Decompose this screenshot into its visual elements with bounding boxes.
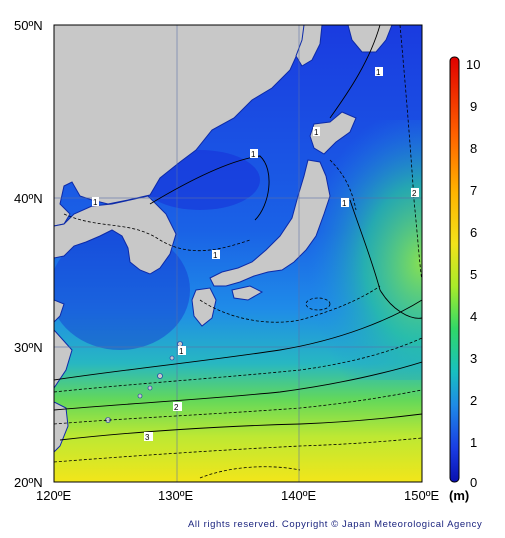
colorbar-scale bbox=[449, 56, 460, 483]
colorbar-tick-label: 2 bbox=[470, 393, 477, 408]
land-korea-china bbox=[54, 195, 177, 275]
contour-label: 1 bbox=[179, 347, 184, 356]
land-taiwan bbox=[54, 401, 69, 453]
colorbar-ticks: 10 9 8 7 6 5 4 3 2 1 0 bbox=[466, 57, 480, 490]
land-sakhalin bbox=[295, 25, 323, 67]
contour-label-group: 1 1 1 1 1 1 1 2 2 3 bbox=[92, 67, 419, 442]
contour-label: 1 bbox=[213, 251, 218, 260]
colorbar-tick-label: 9 bbox=[470, 99, 477, 114]
lon-label: 120ºE bbox=[36, 488, 71, 503]
map-area: 1 1 1 1 1 1 1 2 2 3 bbox=[54, 25, 422, 482]
colorbar-tick-label: 3 bbox=[470, 351, 477, 366]
land-asia bbox=[54, 25, 309, 227]
longitude-labels: 120ºE 130ºE 140ºE 150ºE bbox=[36, 488, 439, 503]
land-kyushu bbox=[191, 287, 217, 327]
lat-label: 30ºN bbox=[14, 340, 43, 355]
lat-label: 20ºN bbox=[14, 475, 43, 490]
land-kamchatka bbox=[347, 25, 393, 53]
colorbar-tick-label: 4 bbox=[470, 309, 477, 324]
map-frame bbox=[53, 24, 423, 483]
contour-label: 2 bbox=[174, 403, 179, 412]
contour-label: 2 bbox=[412, 189, 417, 198]
contour-label: 1 bbox=[314, 128, 319, 137]
copyright-notice: All rights reserved. Copyright © Japan M… bbox=[188, 519, 483, 530]
contours-solid bbox=[54, 25, 422, 441]
colorbar-tick-label: 6 bbox=[470, 225, 477, 240]
colorbar: 10 9 8 7 6 5 4 3 2 1 0 (m) bbox=[449, 56, 480, 503]
contour-label: 1 bbox=[376, 68, 381, 77]
land-china-coast bbox=[54, 299, 73, 389]
contour-label: 1 bbox=[342, 199, 347, 208]
lon-label: 150ºE bbox=[404, 488, 439, 503]
lon-label: 130ºE bbox=[158, 488, 193, 503]
latitude-labels: 50ºN 40ºN 30ºN 20ºN bbox=[14, 18, 43, 490]
colorbar-tick-label: 7 bbox=[470, 183, 477, 198]
lat-label: 50ºN bbox=[14, 18, 43, 33]
colorbar-tick-label: 5 bbox=[470, 267, 477, 282]
land-honshu bbox=[209, 159, 331, 287]
eastern-wave-field bbox=[230, 120, 422, 380]
land-hokkaido bbox=[309, 111, 357, 155]
lon-label: 140ºE bbox=[281, 488, 316, 503]
colorbar-tick-label: 1 bbox=[470, 435, 477, 450]
colorbar-tick-label: 0 bbox=[470, 475, 477, 490]
contour-label: 3 bbox=[145, 433, 150, 442]
contours-dashed bbox=[54, 25, 422, 479]
land-shikoku bbox=[231, 285, 264, 301]
lat-label: 40ºN bbox=[14, 191, 43, 206]
contour-label: 1 bbox=[93, 198, 98, 207]
colorbar-unit: (m) bbox=[449, 488, 469, 503]
colorbar-tick-label: 10 bbox=[466, 57, 480, 72]
colorbar-tick-label: 8 bbox=[470, 141, 477, 156]
contour-label: 1 bbox=[251, 150, 256, 159]
